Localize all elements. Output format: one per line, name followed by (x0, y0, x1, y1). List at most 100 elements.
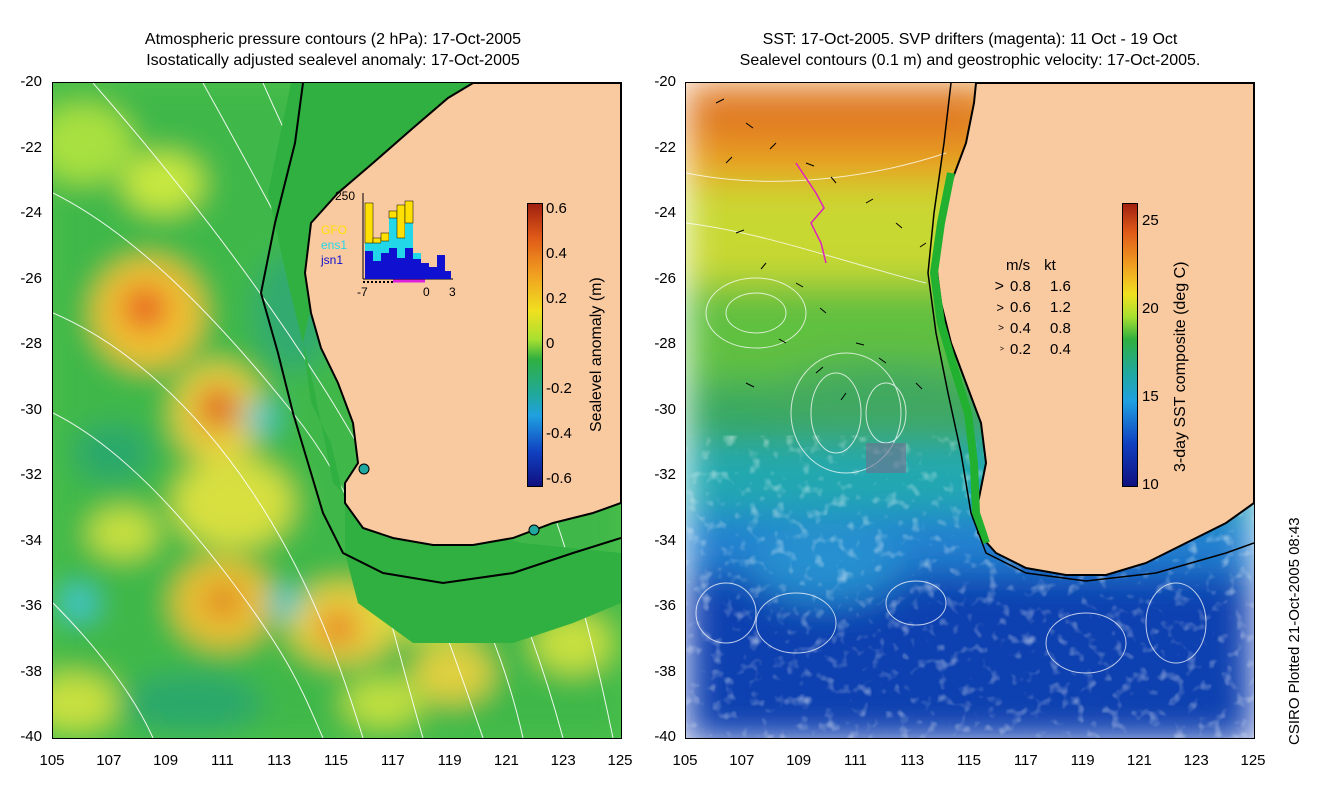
lat-tick-label-right: -30 (654, 400, 676, 418)
inset-legend-ens1: ens1 (321, 238, 348, 252)
lon-tick-label-left: 123 (550, 752, 576, 769)
land-mass (934, 83, 1254, 576)
lat-tick-label-left: -28 (20, 335, 42, 352)
lon-tick-label-right: 117 (1013, 752, 1038, 769)
velocity-legend-kt: 1.2 (1050, 299, 1071, 316)
lon-tick-label-left: 115 (324, 752, 348, 769)
velocity-legend-ms: 0.8 (1010, 278, 1031, 295)
lon-tick-label-left: 121 (493, 752, 519, 769)
velocity-legend-kt: 0.4 (1050, 341, 1071, 358)
left-colorbar-tick: 0 (546, 335, 555, 352)
inset-histogram (362, 193, 453, 283)
lat-tick-label-right: -20 (654, 73, 676, 90)
velocity-arrow-icon: > (996, 300, 1004, 315)
velocity-legend-rows: >0.8 1.6 >0.6 1.2 >0.4 0.8 >0.2 0.4 (986, 276, 1071, 360)
lon-tick-label-right: 121 (1126, 752, 1152, 769)
lon-tick-label-left: 119 (437, 752, 462, 769)
bathymetry-contour (927, 83, 1254, 582)
right-title-line1: SST: 17-Oct-2005. SVP drifters (magenta)… (762, 31, 1178, 48)
lon-tick-label-right: 109 (786, 752, 812, 769)
velocity-arrow-icon: > (999, 346, 1004, 353)
velocity-arrow-icon: > (994, 278, 1004, 295)
left-colorbar-tick: -0.4 (546, 425, 572, 442)
velocity-legend-kt: 0.8 (1050, 320, 1071, 337)
lat-tick-label-right: -36 (654, 597, 676, 614)
lon-tick-label-right: 105 (672, 752, 698, 769)
inset-ymax-label: 250 (335, 189, 356, 203)
lon-tick-label-right: 111 (843, 752, 867, 769)
right-map-graphics (686, 83, 1254, 738)
right-colorbar-tick: 20 (1142, 299, 1159, 317)
lat-tick-label-right: -22 (654, 138, 676, 156)
lon-tick-label-left: 125 (607, 752, 633, 769)
lat-tick-label-left: -30 (20, 400, 42, 418)
inset-legend: GFO ens1 jsn1 (321, 223, 347, 268)
inset-xtick: -7 (357, 285, 368, 299)
lon-tick-label-right: 125 (1240, 752, 1266, 769)
bathymetry-contour (259, 83, 621, 585)
tide-gauge-marker[interactable] (528, 524, 540, 536)
left-colorbar-tick: -0.2 (546, 380, 572, 397)
lat-tick-label-right: -38 (654, 662, 676, 680)
lat-tick-label-left: -40 (20, 728, 42, 745)
tide-gauge-marker[interactable] (358, 463, 370, 475)
left-colorbar-tick: 0.4 (546, 245, 567, 262)
left-title-line1: Atmospheric pressure contours (2 hPa): 1… (144, 31, 522, 48)
velocity-legend-row: >0.6 1.2 (986, 297, 1071, 318)
velocity-legend-row: >0.4 0.8 (986, 318, 1071, 339)
inset-xtick: 0 (423, 285, 430, 299)
right-colorbar-label: 3-day SST composite (deg C) (1172, 261, 1189, 472)
lat-tick-label-right: -24 (654, 204, 676, 221)
right-map: m/s kt >0.8 1.6 >0.6 1.2 >0.4 0.8 >0.2 0.4 (685, 82, 1255, 739)
lon-tick-label-right: 115 (957, 752, 981, 769)
lon-tick-label-right: 119 (1070, 752, 1095, 769)
lat-tick-label-left: -34 (20, 531, 42, 549)
inset-legend-gfo: GFO (321, 223, 347, 237)
velocity-legend-header-kt: kt (1044, 257, 1056, 274)
lon-tick-label-left: 111 (210, 752, 234, 769)
coastal-shelf-green (929, 172, 990, 545)
geostrophic-velocity-arrows (715, 98, 963, 401)
lon-tick-label-right: 107 (729, 752, 755, 769)
lat-tick-label-left: -24 (20, 204, 42, 221)
lat-tick-label-left: -22 (20, 138, 42, 156)
plot-timestamp: CSIRO Plotted 21-Oct-2005 08:43 (1286, 517, 1303, 745)
left-colorbar-tick: 0.2 (546, 290, 567, 307)
lon-tick-label-left: 117 (380, 752, 405, 769)
inset-legend-jsn1: jsn1 (321, 253, 344, 267)
sealevel-contours (686, 152, 1207, 674)
velocity-legend-row: >0.8 1.6 (986, 276, 1071, 297)
lon-tick-label-left: 113 (267, 752, 292, 769)
lon-tick-label-right: 123 (1183, 752, 1209, 769)
lat-tick-label-right: -28 (654, 335, 676, 352)
lon-tick-label-right: 113 (900, 752, 925, 769)
missing-data-patch (866, 443, 906, 473)
lon-tick-label-left: 105 (39, 752, 65, 769)
lat-tick-label-left: -26 (20, 269, 42, 287)
velocity-legend-kt: 1.6 (1050, 278, 1071, 295)
left-title-line2: Isostatically adjusted sealevel anomaly:… (146, 52, 520, 69)
lat-tick-label-right: -26 (654, 269, 676, 287)
lat-tick-label-left: -36 (20, 597, 42, 614)
lon-tick-label-left: 107 (96, 752, 122, 769)
lat-tick-label-right: -40 (654, 728, 676, 745)
left-colorbar (527, 203, 543, 487)
lon-tick-label-left: 109 (153, 752, 179, 769)
drifter-track[interactable] (795, 162, 827, 264)
lat-tick-label-left: -38 (20, 662, 42, 680)
right-colorbar-tick: 10 (1142, 476, 1159, 493)
left-colorbar-label: Sealevel anomaly (m) (588, 277, 605, 432)
velocity-legend-ms: 0.6 (1010, 299, 1031, 316)
velocity-legend-row: >0.2 0.4 (986, 339, 1071, 360)
right-title-line2: Sealevel contours (0.1 m) and geostrophi… (739, 52, 1201, 69)
velocity-legend-ms: 0.4 (1010, 320, 1031, 337)
left-colorbar-tick: -0.6 (546, 470, 572, 487)
lat-tick-label-right: -34 (654, 531, 676, 549)
right-colorbar (1122, 203, 1138, 487)
lat-tick-label-left: -20 (20, 73, 42, 90)
left-colorbar-tick: 0.6 (546, 200, 567, 217)
lat-tick-label-left: -32 (20, 466, 42, 483)
inset-xtick: 3 (449, 285, 456, 299)
right-colorbar-tick: 15 (1142, 387, 1159, 405)
velocity-arrow-icon: > (998, 323, 1004, 334)
